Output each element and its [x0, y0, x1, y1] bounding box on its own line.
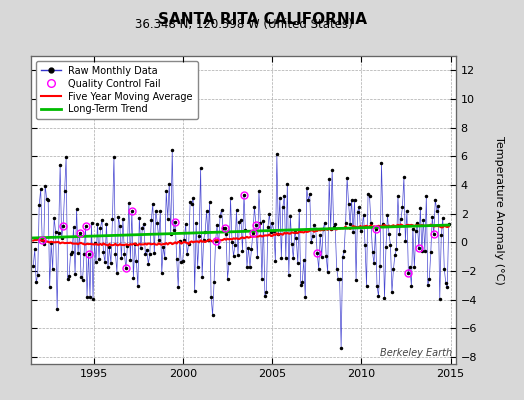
Legend: Raw Monthly Data, Quality Control Fail, Five Year Moving Average, Long-Term Tren: Raw Monthly Data, Quality Control Fail, … — [36, 61, 198, 119]
Text: Berkeley Earth: Berkeley Earth — [379, 348, 452, 358]
Title: 36.348 N, 120.598 W (United States): 36.348 N, 120.598 W (United States) — [135, 18, 353, 31]
Y-axis label: Temperature Anomaly (°C): Temperature Anomaly (°C) — [494, 136, 504, 284]
Text: SANTA RITA CALIFORNIA: SANTA RITA CALIFORNIA — [158, 12, 366, 27]
